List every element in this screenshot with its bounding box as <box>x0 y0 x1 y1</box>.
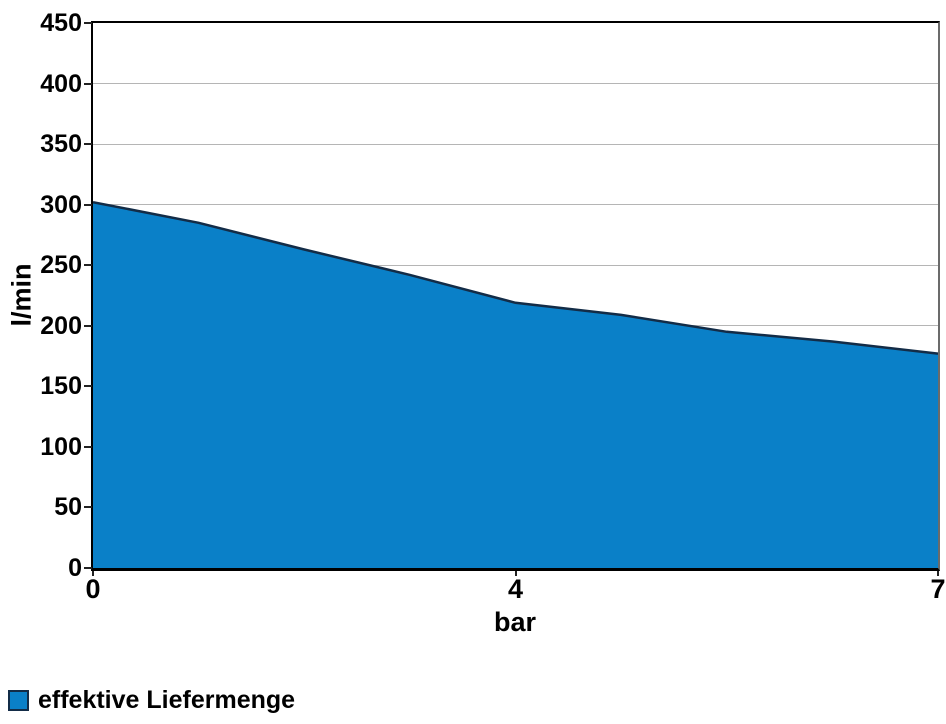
area-top-edge-line <box>93 200 938 355</box>
y-tick-mark-0 <box>84 567 92 569</box>
y-tick-label-100: 100 <box>40 432 82 461</box>
y-tick-mark-450 <box>84 22 92 24</box>
y-tick-label-200: 200 <box>40 311 82 340</box>
x-tick-label-4: 4 <box>507 574 524 604</box>
gridline-y-250 <box>93 264 938 266</box>
y-tick-mark-150 <box>84 385 92 388</box>
gridline-y-400 <box>93 83 938 85</box>
x-tick-mark-4 <box>514 571 517 576</box>
legend-label: effektive Liefermenge <box>38 686 296 714</box>
y-tick-label-350: 350 <box>40 130 82 159</box>
x-tick-label-7: 7 <box>930 574 946 604</box>
y-tick-label-400: 400 <box>40 69 82 98</box>
y-tick-label-450: 450 <box>40 9 82 37</box>
y-tick-mark-100 <box>84 445 92 448</box>
y-tick-label-250: 250 <box>40 251 82 280</box>
y-tick-label-150: 150 <box>40 372 82 401</box>
y-tick-mark-250 <box>84 264 92 267</box>
y-tick-label-300: 300 <box>40 190 82 219</box>
gridline-y-300 <box>93 204 938 206</box>
x-tick-label-0: 0 <box>85 574 101 604</box>
x-tick-mark-0 <box>92 571 94 576</box>
x-tick-mark-7 <box>937 571 939 576</box>
y-tick-mark-300 <box>84 203 92 206</box>
legend: effektive Liefermenge <box>8 687 295 713</box>
area-fill <box>93 202 938 568</box>
plot-area <box>91 21 940 571</box>
y-tick-mark-200 <box>84 324 92 327</box>
y-tick-label-0: 0 <box>68 554 82 582</box>
gridline-y-350 <box>93 143 938 145</box>
y-tick-mark-50 <box>84 506 92 509</box>
y-tick-label-50: 50 <box>54 493 82 522</box>
x-axis-title: bar <box>493 607 537 637</box>
legend-color-swatch <box>8 689 29 711</box>
area-series <box>93 200 938 568</box>
y-tick-mark-350 <box>84 143 92 146</box>
y-tick-mark-400 <box>84 82 92 85</box>
